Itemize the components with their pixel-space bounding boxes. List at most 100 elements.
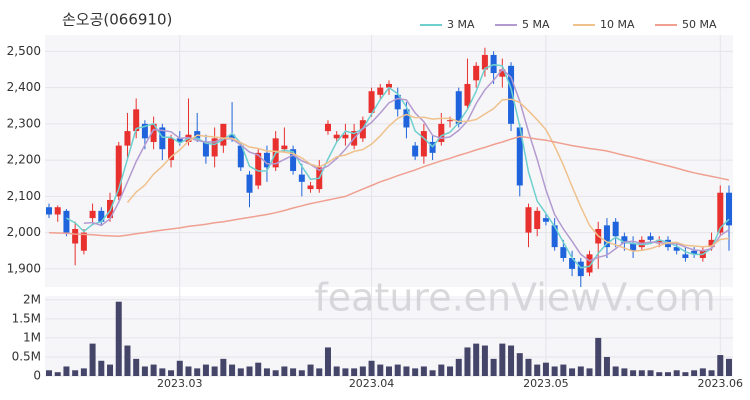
volume-bar (246, 366, 253, 376)
volume-bar (220, 358, 227, 376)
volume-bar (726, 358, 732, 376)
candle-body (281, 145, 288, 150)
candle-body (647, 236, 654, 240)
candle-body (516, 127, 523, 186)
volume-tick-label: 1M (23, 330, 41, 344)
volume-bar (386, 366, 392, 376)
volume-bar (682, 372, 689, 376)
volume-bar (577, 366, 584, 376)
candle-body (159, 127, 166, 150)
y-tick-label: 2,400 (7, 80, 41, 94)
candle-body (464, 83, 471, 106)
volume-bar (229, 364, 236, 376)
candle-body (630, 243, 637, 251)
candle-body (211, 138, 218, 157)
candle-body (290, 149, 297, 171)
candle-body (534, 210, 541, 229)
candle-body (499, 69, 506, 77)
chart-title: 손오공(066910) (62, 11, 172, 29)
volume-bar (46, 370, 52, 376)
volume-bar (255, 362, 262, 376)
volume-bar (72, 370, 79, 376)
candle-body (150, 123, 157, 142)
candle-body (246, 174, 253, 193)
y-tick-label: 2,500 (7, 44, 41, 58)
volume-bar (508, 345, 515, 376)
candle-body (72, 228, 79, 244)
volume-bar (89, 343, 96, 376)
candle-body (324, 123, 331, 132)
legend-label: 50 MA (682, 18, 717, 31)
volume-bar (673, 370, 680, 376)
volume-bar (717, 355, 724, 376)
candle-body (691, 250, 698, 255)
candle-body (124, 131, 131, 146)
volume-bar (133, 358, 140, 376)
candle-body (481, 54, 488, 70)
legend-label: 10 MA (600, 18, 635, 31)
volume-bar (202, 364, 209, 376)
volume-bar (403, 366, 410, 376)
volume-bar (438, 364, 445, 376)
candle-body (560, 247, 567, 258)
candle-body (307, 185, 314, 190)
ma-line (48, 135, 730, 237)
x-tick-label: 2023.06 (698, 377, 744, 390)
candle-body (420, 131, 427, 157)
volume-bar (316, 368, 323, 376)
candle-body (333, 134, 340, 139)
candle-body (229, 134, 236, 139)
volume-bar (307, 364, 314, 376)
volume-bar (638, 370, 645, 376)
candle-body (473, 65, 480, 81)
volume-tick-label: 2M (23, 292, 41, 306)
volume-bar (290, 368, 297, 376)
candle-body (54, 207, 61, 215)
candle-body (455, 91, 462, 124)
volume-bar (377, 364, 384, 376)
candle-body (386, 83, 392, 88)
candle-body (412, 145, 419, 157)
candle-body (80, 232, 87, 251)
volume-bar (412, 368, 419, 376)
volume-bar (569, 368, 576, 376)
candle-body (255, 152, 262, 186)
volume-bar (115, 301, 122, 376)
x-tick-label: 2023.04 (349, 377, 395, 390)
candle-body (569, 257, 576, 269)
candle-body (220, 123, 227, 146)
volume-bar (54, 372, 61, 376)
volume-bar (150, 364, 157, 376)
candle-body (298, 174, 305, 182)
volume-bar (159, 368, 166, 376)
volume-bar (107, 364, 114, 376)
x-tick-label: 2023.05 (523, 377, 569, 390)
candle-body (115, 145, 122, 197)
volume-bar (516, 353, 523, 376)
candle-body (377, 87, 384, 95)
volume-bar (63, 366, 70, 376)
candle-body (586, 254, 593, 273)
volume-bar (464, 347, 471, 376)
volume-bar (429, 370, 436, 376)
volume-bar (237, 368, 244, 376)
volume-bar (342, 368, 349, 376)
volume-bar (281, 366, 288, 376)
volume-bar (560, 364, 567, 376)
volume-bar (699, 368, 706, 376)
volume-bar (263, 368, 270, 376)
candle-body (202, 141, 209, 157)
volume-bar (185, 366, 192, 376)
volume-bar (603, 356, 610, 376)
y-tick-label: 2,100 (7, 189, 41, 203)
volume-bar (324, 347, 331, 376)
volume-bar (525, 358, 532, 376)
legend-label: 5 MA (522, 18, 550, 31)
candle-body (508, 65, 515, 124)
candle-body (98, 210, 105, 222)
volume-bar (656, 372, 663, 376)
candle-body (603, 225, 610, 248)
candle-body (726, 192, 732, 226)
candle-body (141, 123, 148, 139)
candle-body (176, 138, 183, 142)
